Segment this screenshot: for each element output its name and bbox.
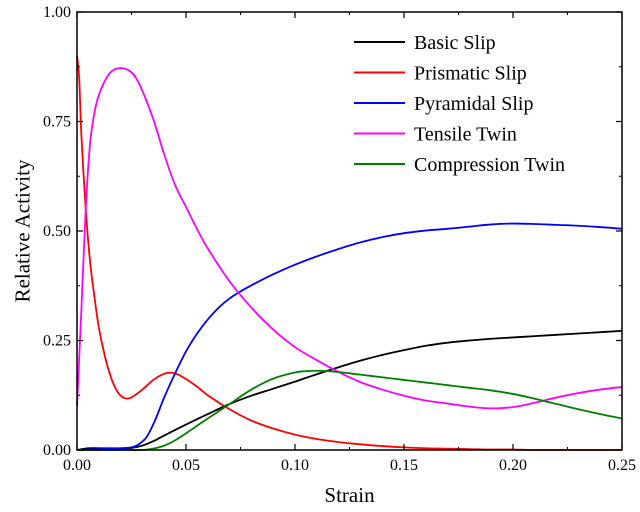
legend-label-pyramidal-slip: Pyramidal Slip xyxy=(414,93,533,115)
axis-tick-labels: 0.00 0.05 0.10 0.15 0.20 0.25 0.00 0.25 0.50 0.75… xyxy=(43,4,636,474)
y-tick-label: 0.25 xyxy=(43,333,71,350)
x-axis-title: Strain xyxy=(324,483,375,507)
legend-label-prismatic-slip: Prismatic Slip xyxy=(414,63,527,85)
x-tick-label: 0.20 xyxy=(499,457,527,474)
series-line-pyramidal-slip xyxy=(76,222,623,451)
x-tick-label: 0.25 xyxy=(608,457,636,474)
y-tick-label: 1.00 xyxy=(43,4,71,21)
legend-label-tensile-twin: Tensile Twin xyxy=(414,124,517,146)
x-tick-label: 0.15 xyxy=(390,457,418,474)
axis-ticks xyxy=(76,11,623,451)
series-line-tensile-twin xyxy=(76,67,623,410)
legend: Basic Slip Prismatic Slip Pyramidal Slip Te… xyxy=(354,32,565,176)
legend-label-basic-slip: Basic Slip xyxy=(414,32,496,54)
y-tick-label: 0.00 xyxy=(43,442,71,459)
plot-lines xyxy=(76,55,623,451)
legend-label-compression-twin: Compression Twin xyxy=(414,154,565,176)
y-tick-label: 0.50 xyxy=(43,223,71,240)
x-tick-label: 0.10 xyxy=(281,457,309,474)
x-tick-label: 0.00 xyxy=(63,457,91,474)
x-tick-label: 0.05 xyxy=(172,457,200,474)
series-line-compression-twin xyxy=(76,369,623,451)
y-tick-label: 0.75 xyxy=(43,114,71,131)
y-axis-title: Relative Activity xyxy=(10,159,34,302)
